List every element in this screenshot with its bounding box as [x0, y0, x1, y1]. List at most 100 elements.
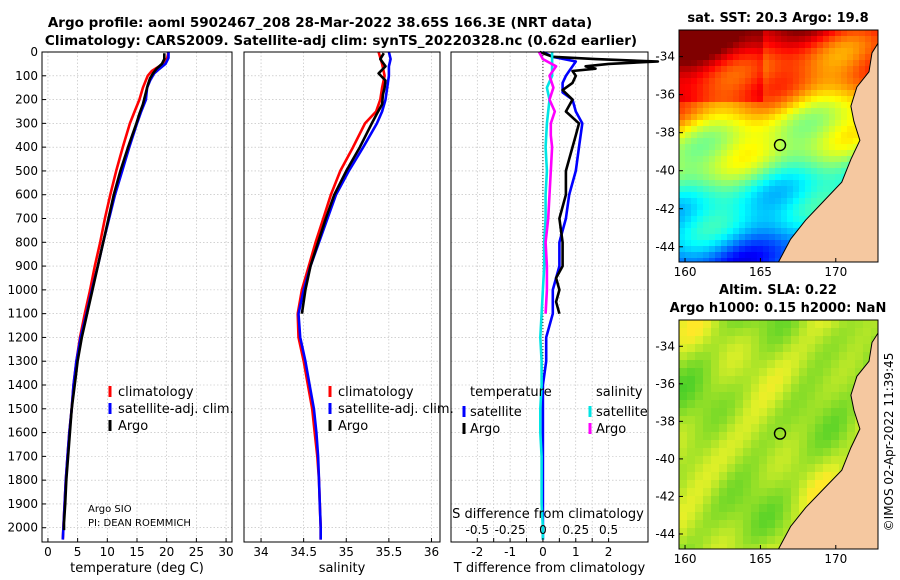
top-tick-label: 0.5 [599, 523, 618, 537]
legend-entry: Argo [118, 419, 148, 434]
y-tick-label: 700 [15, 212, 38, 226]
y-tick-label: -42 [655, 489, 675, 503]
legend-entry: climatology [338, 385, 414, 400]
map-frame [678, 319, 879, 550]
series-line-temperature-argo [539, 50, 660, 315]
y-tick-label: -34 [655, 339, 675, 353]
map-title: Altim. SLA: 0.22 [719, 283, 837, 298]
y-tick-label: 300 [15, 116, 38, 130]
y-tick-label: 0 [30, 45, 38, 59]
argo-float-marker-icon [773, 138, 787, 152]
x-tick-label: 25 [189, 545, 204, 559]
y-tick-label: 500 [15, 164, 38, 178]
y-tick-label: -34 [655, 50, 675, 64]
top-tick-label: -0.25 [495, 523, 526, 537]
sst-map-panel: 160 165 170 -34 -36 -38 -40 -42 -44 sat. SST: 20.… [655, 11, 879, 279]
x-tick-label: -2 [471, 545, 483, 559]
y-tick-label: 1800 [7, 473, 38, 487]
y-tick-label: 100 [15, 69, 38, 83]
x-tick-label: 34.5 [290, 545, 317, 559]
y-tick-label: 2000 [7, 521, 38, 535]
top-tick-label: -0.5 [466, 523, 489, 537]
y-tick-label: 1000 [7, 283, 38, 297]
landmass [777, 332, 878, 549]
x-tick-label: 35 [339, 545, 354, 559]
x-tick-label: 2 [605, 545, 613, 559]
legend-entry: satellite [596, 405, 648, 420]
y-tick-label: 200 [15, 93, 38, 107]
x-tick-label: 10 [100, 545, 115, 559]
x-axis-label: T difference from climatology [453, 561, 646, 576]
x-tick-label: 160 [674, 552, 697, 566]
y-tick-label: 1500 [7, 402, 38, 416]
y-tick-label: 1200 [7, 330, 38, 344]
x-axis-label: salinity [319, 561, 366, 576]
difference-profile-panel: -2 -1 0 1 2 T difference from climatology temp… [450, 50, 660, 576]
y-tick-label: 600 [15, 188, 38, 202]
map-title: sat. SST: 20.3 Argo: 19.8 [687, 11, 868, 26]
x-tick-label: 15 [129, 545, 144, 559]
series-line-salinity-argo [537, 51, 558, 314]
x-tick-label: 30 [218, 545, 233, 559]
series-line-argo [62, 53, 166, 531]
axes-frame [243, 51, 441, 543]
x-tick-label: 170 [824, 552, 847, 566]
top-tick-label: 0.25 [562, 523, 589, 537]
x-tick-label: 160 [674, 265, 697, 279]
legend-entry: Argo [338, 419, 368, 434]
figure-title-line1: Argo profile: aoml 5902467_208 28-Mar-20… [48, 15, 592, 31]
imos-watermark: ©IMOS 02-Apr-2022 11:39:45 [882, 353, 896, 532]
legend-entry: satellite-adj. clim. [118, 402, 234, 417]
figure-title-line2: Climatology: CARS2009. Satellite-adj cli… [45, 33, 637, 49]
y-tick-label: 1600 [7, 426, 38, 440]
series-line-salinity-satellite [538, 52, 554, 540]
series-line-argo [300, 52, 387, 314]
y-tick-label: 800 [15, 235, 38, 249]
x-tick-label: 165 [749, 552, 772, 566]
y-tick-label: 1300 [7, 354, 38, 368]
x-tick-label: 36 [424, 545, 439, 559]
map-frame [678, 29, 879, 263]
y-tick-label: 1700 [7, 449, 38, 463]
y-tick-label: -38 [655, 414, 675, 428]
top-tick-label: 0 [539, 523, 547, 537]
y-tick-label: -40 [655, 452, 675, 466]
y-tick-label: -36 [655, 377, 675, 391]
y-tick-label: -44 [655, 527, 675, 541]
x-tick-label: 5 [74, 545, 82, 559]
x-tick-label: 1 [572, 545, 580, 559]
map-title-2: Argo h1000: 0.15 h2000: NaN [670, 301, 887, 316]
y-tick-label: 1900 [7, 497, 38, 511]
y-tick-label: 400 [15, 140, 38, 154]
y-tick-label: -36 [655, 88, 675, 102]
x-tick-label: 34 [253, 545, 268, 559]
legend-entry: Argo [596, 422, 626, 437]
temperature-profile-panel: 0 5 10 15 20 25 30 temperature (deg C) 0 100 200 30… [7, 45, 233, 576]
x-tick-label: 0 [539, 545, 547, 559]
landmass [777, 42, 878, 262]
y-tick-label: -44 [655, 240, 675, 254]
x-tick-label: 0 [44, 545, 52, 559]
axes-frame [450, 51, 649, 543]
y-tick-label: 900 [15, 259, 38, 273]
x-axis-label: temperature (deg C) [70, 561, 204, 576]
x-tick-label: 165 [749, 265, 772, 279]
y-tick-label: 1400 [7, 378, 38, 392]
legend-entry: satellite-adj. clim. [338, 402, 454, 417]
x-tick-label: 20 [159, 545, 174, 559]
legend-group-title: salinity [596, 385, 643, 400]
x-tick-label: 35.5 [376, 545, 403, 559]
pi-label: PI: DEAN ROEMMICH [88, 518, 191, 529]
legend-entry: Argo [470, 422, 500, 437]
y-tick-label: -38 [655, 126, 675, 140]
y-tick-label: -40 [655, 164, 675, 178]
sla-map-panel: 160 165 170 -34 -36 -38 -40 -42 -44 Altim. SLA: 0… [655, 283, 886, 566]
owner-label: Argo SIO [88, 504, 132, 515]
salinity-profile-panel: 34 34.5 35 35.5 36 salinity climatology satelli… [243, 51, 454, 576]
y-tick-label: -42 [655, 202, 675, 216]
series-line-temperature-satellite [541, 50, 584, 540]
x-tick-label: -1 [504, 545, 516, 559]
legend-group-title: temperature [470, 385, 552, 400]
argo-float-marker-icon [773, 427, 787, 440]
